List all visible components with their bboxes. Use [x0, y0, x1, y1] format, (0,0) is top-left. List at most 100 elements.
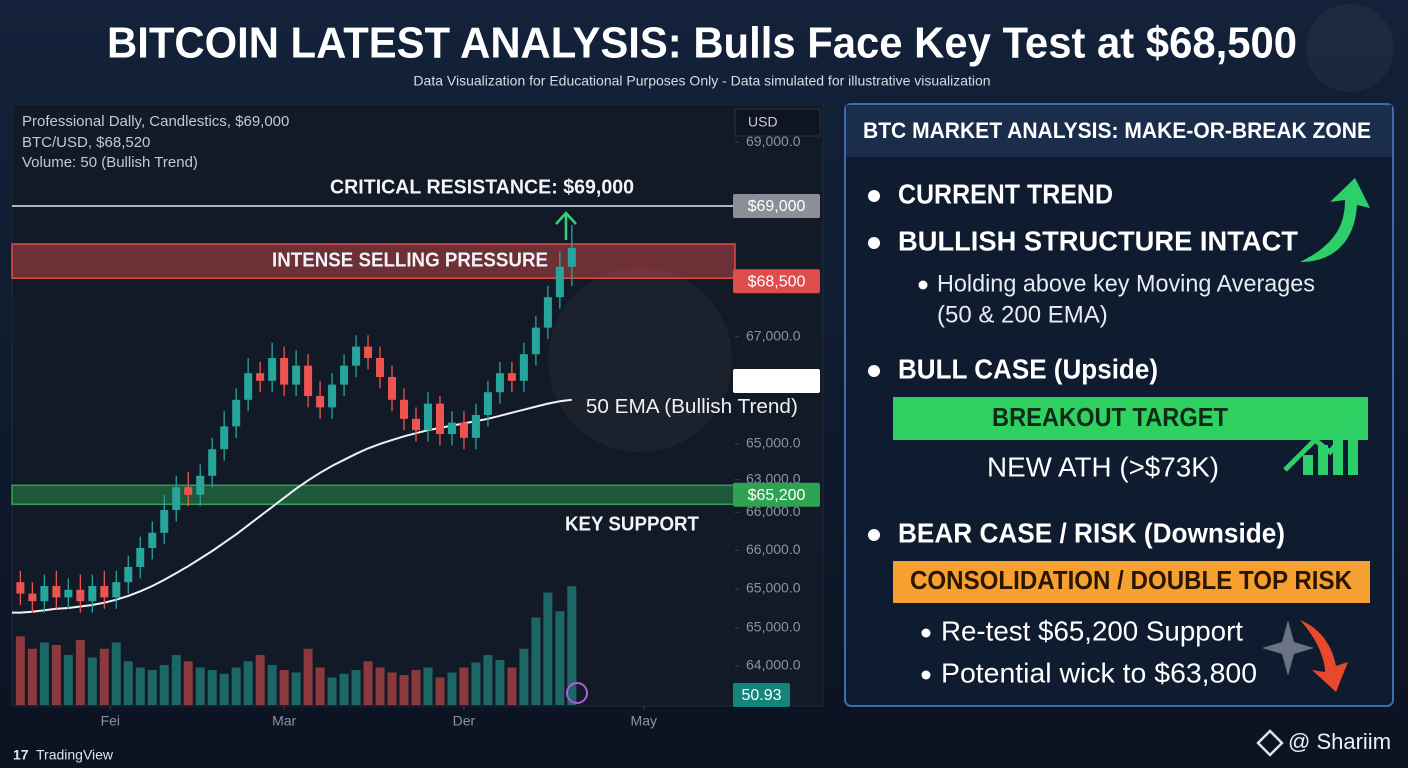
volume-tag-text: 50.93 — [741, 687, 781, 704]
candle-body — [64, 589, 73, 598]
y-tick-label: 65,000.0 — [746, 619, 801, 635]
page-subtitle: Data Visualization for Educational Purpo… — [413, 73, 990, 89]
page-title: BITCOIN LATEST ANALYSIS: Bulls Face Key … — [107, 19, 1297, 68]
bull-banner-text: BREAKOUT TARGET — [992, 402, 1228, 432]
volume-bar — [279, 670, 289, 705]
candle-body — [208, 449, 217, 476]
volume-bar — [327, 677, 337, 705]
legend-line: Professional Dally, Candlestics, $69,000 — [22, 113, 289, 130]
bullet — [868, 237, 880, 249]
volume-bar — [363, 661, 373, 705]
candle-body — [388, 377, 397, 400]
bull-target: NEW ATH (>$73K) — [987, 451, 1219, 482]
heading: CURRENT TREND — [898, 178, 1113, 209]
volume-bar — [171, 655, 181, 705]
currency-box[interactable] — [734, 108, 821, 137]
y-tick-label: 66,000.0 — [746, 541, 801, 557]
ema-label: 50 EMA (Bullish Trend) — [586, 396, 798, 418]
candle-body — [100, 586, 109, 598]
legend-line: BTC/USD, $68,520 — [22, 134, 150, 151]
volume-bar — [63, 655, 73, 705]
bullet — [868, 529, 880, 541]
volume-bar — [459, 667, 469, 705]
down-arrow — [1300, 620, 1348, 692]
currency: USD — [748, 114, 778, 130]
logo: 17 — [13, 747, 29, 763]
candle-body — [471, 415, 480, 438]
risk-point: Potential wick to $63,800 — [941, 657, 1257, 688]
volume-bar — [447, 672, 457, 705]
resistance-label: CRITICAL RESISTANCE: $69,000 — [330, 176, 634, 198]
volume-bar — [207, 670, 217, 705]
bear-banner-text: CONSOLIDATION / DOUBLE TOP RISK — [910, 565, 1352, 595]
support-label: KEY SUPPORT — [565, 514, 699, 536]
x-tick-label: Mar — [272, 713, 296, 729]
candle-body — [495, 373, 504, 393]
candle-body — [112, 582, 121, 598]
handle: @ Shariim — [1288, 729, 1391, 754]
volume-bar — [495, 660, 505, 705]
volume-bar — [231, 667, 241, 705]
candle-body — [507, 373, 516, 381]
volume-bar — [483, 655, 493, 705]
resistance-tag-text: $69,000 — [748, 198, 806, 215]
bullet — [868, 365, 880, 377]
candle-body — [567, 247, 576, 267]
candle-body — [16, 582, 25, 594]
y-tick-label: 65,000.0 — [746, 435, 801, 451]
candle-body — [184, 487, 193, 495]
candle-body — [531, 327, 540, 355]
volume-bar — [339, 673, 349, 705]
up-arrow — [555, 211, 577, 240]
volume-bar — [387, 672, 397, 705]
selling-zone-label: INTENSE SELLING PRESSURE — [272, 249, 548, 271]
candle-body — [328, 384, 337, 408]
candle-body — [268, 358, 277, 381]
candle-body — [244, 373, 253, 400]
bullet — [921, 628, 931, 638]
volume-bar — [315, 667, 325, 705]
volume-bar — [543, 592, 553, 705]
heading: BULLISH STRUCTURE INTACT — [898, 225, 1298, 256]
volume-bar — [51, 645, 61, 705]
volume-bar — [183, 661, 193, 705]
candle-body — [400, 399, 409, 419]
bullet — [921, 670, 931, 680]
candle-body — [256, 373, 265, 381]
candle-body — [340, 365, 349, 385]
heading: BEAR CASE / RISK (Downside) — [898, 517, 1285, 548]
x-tick-label: Der — [453, 713, 476, 729]
panel-title: BTC MARKET ANALYSIS: MAKE-OR-BREAK ZONE — [863, 118, 1371, 143]
candle-body — [364, 346, 373, 358]
candle-body — [435, 403, 444, 434]
volume-bar — [27, 648, 37, 705]
volume-bar — [291, 672, 301, 705]
candle-body — [136, 548, 145, 567]
candle-body — [447, 422, 456, 434]
volume-bar — [423, 667, 433, 705]
volume-bar — [351, 670, 361, 705]
resistance-tag — [733, 194, 820, 218]
volume-bar — [87, 657, 97, 705]
volume-bar — [75, 640, 85, 705]
support-tag — [733, 482, 820, 507]
volume-bar — [567, 586, 577, 705]
candle-body — [280, 358, 289, 385]
volume-bar — [519, 648, 529, 705]
candle-body — [172, 487, 181, 510]
volume-tag — [733, 683, 790, 707]
selling-zone — [11, 243, 736, 279]
y-tick-label: 64,000.0 — [746, 657, 801, 673]
event-icon — [566, 682, 588, 704]
detail: Holding above key Moving Averages — [937, 270, 1315, 297]
candle-body — [232, 399, 241, 427]
price-tag-text: $68,500 — [748, 373, 806, 390]
handle-icon — [1256, 729, 1284, 757]
candle-body — [28, 593, 37, 602]
volume-bar — [219, 673, 229, 705]
candle-body — [76, 589, 85, 602]
volume-bar — [399, 675, 409, 705]
volume-bar — [255, 655, 265, 705]
plot: 69,000.0 67,000.0 65,000.0 63,000.0 66,000.0… — [11, 133, 820, 729]
volume-bar — [531, 617, 541, 705]
